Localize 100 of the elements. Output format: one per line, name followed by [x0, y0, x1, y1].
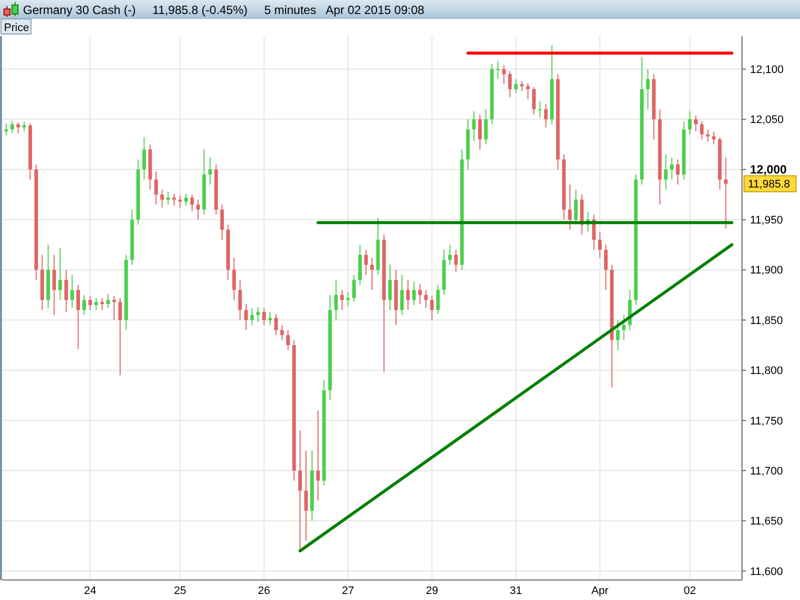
x-tick-label: 25 [174, 584, 186, 597]
candlestick [118, 297, 122, 376]
candlestick [4, 122, 8, 136]
candlestick [406, 279, 410, 311]
candlestick [664, 154, 668, 190]
candlestick [622, 314, 626, 341]
candlestick [142, 136, 146, 180]
candlestick [178, 195, 182, 208]
x-tick-label: Apr [591, 584, 609, 597]
chart-title: Germany 30 Cash (-) 11,985.8 (-0.45%) 5 minutes Apr 02 2015 09:08 [23, 3, 425, 17]
y-tick-label: 11,900 [750, 264, 783, 277]
candlestick [154, 171, 158, 206]
candlestick [160, 189, 164, 208]
candlestick [670, 156, 674, 180]
candlestick [424, 289, 428, 308]
y-tick-label: 11,700 [750, 465, 783, 478]
candlestick [544, 104, 548, 128]
y-tick-label: 11,600 [750, 566, 783, 578]
candlestick [448, 244, 452, 266]
candlestick [88, 295, 92, 311]
candlestick [262, 308, 266, 326]
candlestick [430, 295, 434, 321]
x-tick-label: 02 [684, 584, 696, 597]
candlestick [172, 193, 176, 206]
candlestick [526, 82, 530, 100]
candlestick [286, 330, 290, 351]
candlestick [352, 274, 356, 302]
candlestick [616, 320, 620, 351]
candlestick [280, 324, 284, 341]
y-tick-label: 11,950 [750, 214, 783, 227]
candlestick [10, 120, 14, 134]
candlestick [334, 279, 338, 321]
candlestick [316, 410, 320, 502]
candlestick [400, 274, 404, 316]
x-tick-label: 24 [84, 584, 96, 597]
y-tick-label: 11,850 [750, 314, 783, 327]
candlestick [58, 247, 62, 300]
candlestick [568, 184, 572, 230]
candlestick [502, 64, 506, 85]
candlestick [604, 244, 608, 290]
candlestick [100, 297, 104, 311]
candlestick [478, 114, 482, 150]
candlestick [94, 297, 98, 311]
candlestick [676, 158, 680, 186]
candlestick [412, 281, 416, 306]
candlestick [436, 284, 440, 315]
candlestick [76, 284, 80, 350]
y-tick-label: 11,650 [750, 516, 783, 528]
candlestick [112, 295, 116, 321]
y-tick-label: 11,800 [750, 365, 783, 378]
candlestick [22, 120, 26, 132]
y-tick-label: 12,100 [750, 64, 784, 76]
candlestick [268, 312, 272, 326]
candlestick [106, 293, 110, 308]
candlestick [472, 110, 476, 142]
candlestick [64, 269, 68, 313]
candlestick [706, 128, 710, 142]
candlestick [238, 279, 242, 321]
candlestick [700, 120, 704, 140]
y-tick-label: 12,000 [750, 162, 788, 177]
candlestick [52, 254, 56, 316]
text: 11,985.8 [748, 178, 790, 191]
candlestick [484, 108, 488, 145]
candlestick [694, 114, 698, 132]
candlestick [520, 80, 524, 92]
x-tick-label: 27 [342, 584, 354, 597]
candlestick [190, 194, 194, 212]
candlestick [388, 264, 392, 311]
candlestick [340, 289, 344, 311]
candlestick [496, 60, 500, 80]
candlestick [712, 130, 716, 145]
candlestick [184, 193, 188, 206]
candlestick [598, 231, 602, 258]
candlestick [364, 249, 368, 276]
x-tick-label: 31 [510, 584, 522, 597]
candlestick [256, 306, 260, 323]
candlestick [346, 291, 350, 306]
y-tick-label: 12,050 [750, 114, 784, 126]
candlestick [418, 283, 422, 304]
candlestick [508, 70, 512, 98]
candlestick [532, 86, 536, 115]
candlestick [574, 189, 578, 226]
candlestick [82, 294, 86, 316]
candlestick [232, 257, 236, 300]
candlestick [196, 199, 200, 220]
candlestick [370, 257, 374, 290]
candlestick [274, 314, 278, 336]
candlestick [454, 249, 458, 272]
candlestick [16, 122, 20, 134]
candlestick [220, 204, 224, 240]
x-tick-label: 29 [426, 584, 438, 597]
candlestick [646, 68, 650, 110]
candlestick [250, 308, 254, 326]
candlestick [244, 303, 248, 331]
candlestick [724, 156, 728, 230]
text: Price [4, 22, 30, 34]
candlestick [514, 78, 518, 94]
candlestick [208, 156, 212, 186]
candlestick [688, 110, 692, 135]
y-tick-label: 11,750 [750, 415, 783, 428]
